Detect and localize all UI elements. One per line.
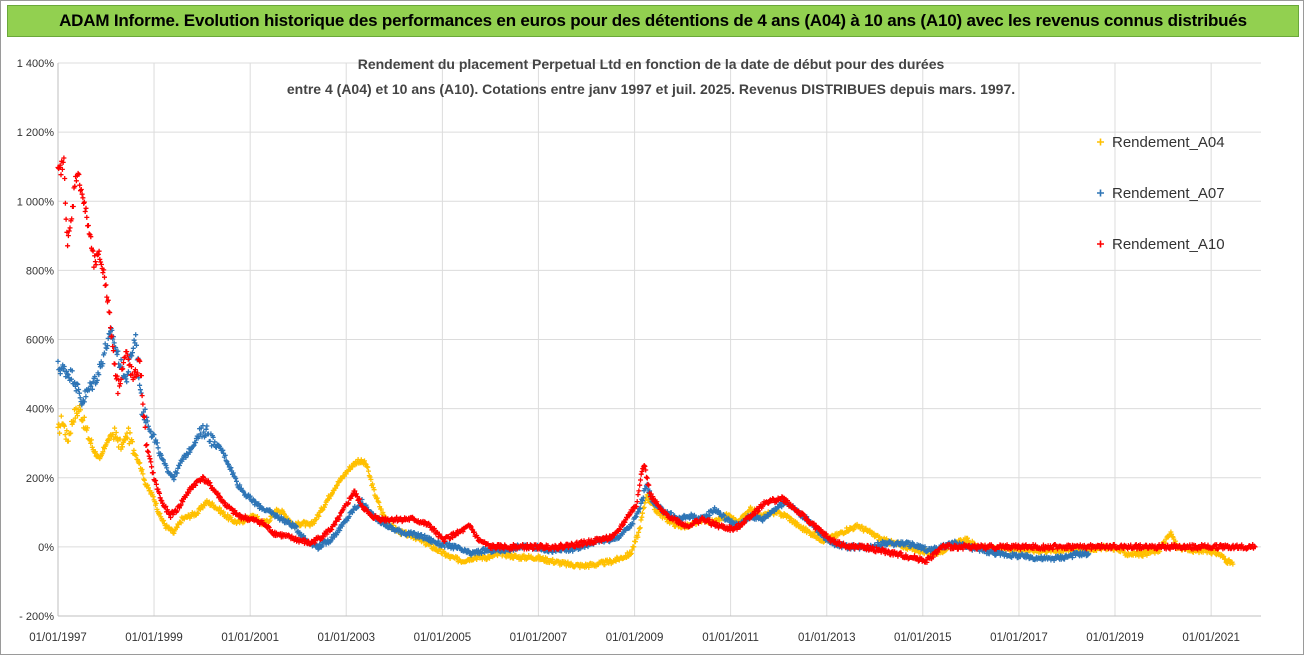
y-tick-label: 200% (26, 473, 54, 485)
legend-item: Rendement_A07 (1097, 185, 1225, 202)
x-tick-label: 01/01/2017 (990, 632, 1048, 644)
y-tick-label: 1 200% (17, 127, 55, 139)
series-markers (55, 325, 1092, 563)
y-tick-label: 1 000% (17, 196, 55, 208)
x-axis: 01/01/1997 01/01/1999 01/01/2001 01/01/2003… (29, 632, 1240, 644)
x-tick-label: 01/01/1997 (29, 632, 87, 644)
legend-item: Rendement_A04 (1097, 134, 1225, 151)
y-tick-label: 600% (26, 335, 54, 347)
series-markers (55, 155, 1258, 565)
x-tick-label: 01/01/2013 (798, 632, 856, 644)
series-layer (55, 155, 1258, 571)
x-tick-label: 01/01/2011 (702, 632, 759, 644)
series-Rendement_A10 (55, 155, 1258, 565)
legend-label: Rendement_A07 (1112, 185, 1225, 202)
y-tick-label: 800% (26, 265, 54, 277)
legend-marker (1097, 189, 1104, 197)
x-tick-label: 01/01/2009 (606, 632, 664, 644)
legend-marker (1097, 240, 1104, 248)
header-banner: ADAM Informe. Evolution historique des p… (7, 5, 1299, 37)
x-tick-label: 01/01/2007 (510, 632, 568, 644)
x-tick-label: 01/01/2003 (317, 632, 375, 644)
y-tick-label: 1 400% (17, 58, 55, 70)
y-tick-label: 400% (26, 404, 54, 416)
chart-title-line: entre 4 (A04) et 10 ans (A10). Cotations… (287, 81, 1015, 97)
y-axis: 1 400% 1 200% 1 000% 800% 600% 400% 200% 0% - 20… (17, 58, 55, 623)
legend-label: Rendement_A10 (1112, 236, 1225, 253)
x-tick-label: 01/01/2001 (221, 632, 279, 644)
y-tick-label: - 200% (19, 611, 54, 623)
banner-title: ADAM Informe. Evolution historique des p… (59, 11, 1247, 30)
x-tick-label: 01/01/2005 (414, 632, 472, 644)
grid-lines (57, 62, 1261, 617)
legend-item: Rendement_A10 (1097, 236, 1225, 253)
x-tick-label: 01/01/1999 (125, 632, 183, 644)
x-tick-label: 01/01/2021 (1182, 632, 1240, 644)
series-Rendement_A07 (55, 325, 1092, 563)
plot-area (57, 63, 1261, 617)
legend: Rendement_A04 Rendement_A07 Rendement_A10 (1097, 134, 1225, 253)
y-tick-label: 0% (38, 542, 54, 554)
legend-label: Rendement_A04 (1112, 134, 1225, 151)
x-tick-label: 01/01/2015 (894, 632, 952, 644)
x-tick-label: 01/01/2019 (1086, 632, 1144, 644)
chart-title: Rendement du placement Perpetual Ltd en … (287, 56, 1015, 97)
legend-marker (1097, 138, 1104, 146)
chart-title-line: Rendement du placement Perpetual Ltd en … (358, 56, 945, 72)
